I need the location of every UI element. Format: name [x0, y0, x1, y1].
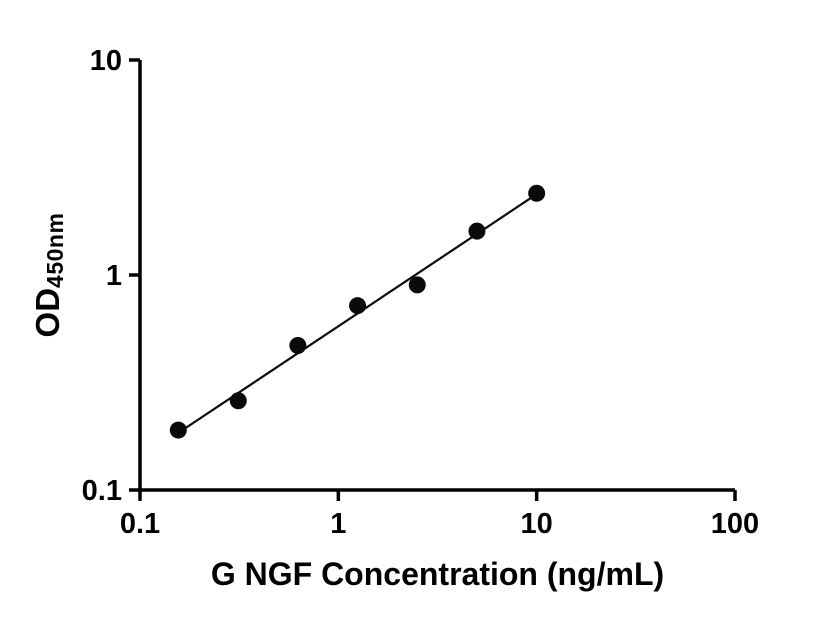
y-axis-title-main: OD	[29, 287, 66, 338]
x-tick-label: 1	[330, 508, 346, 540]
data-point	[468, 222, 486, 240]
data-point	[349, 297, 367, 315]
data-point	[528, 184, 546, 202]
x-tick-label: 10	[521, 508, 553, 540]
data-point	[408, 276, 426, 294]
y-axis-title: OD450nm	[26, 155, 70, 395]
axis-spines	[138, 60, 735, 492]
y-tick-label: 0.1	[82, 475, 122, 507]
y-tick-label: 1	[106, 260, 122, 292]
y-tick-label: 10	[90, 45, 122, 77]
y-axis-title-sub: 450nm	[42, 212, 68, 288]
x-tick-label: 100	[711, 508, 759, 540]
x-tick-label: 0.1	[120, 508, 160, 540]
data-point	[229, 392, 247, 410]
data-point	[289, 336, 307, 354]
x-axis-title: G NGF Concentration (ng/mL)	[210, 556, 665, 592]
data-point	[169, 421, 187, 439]
